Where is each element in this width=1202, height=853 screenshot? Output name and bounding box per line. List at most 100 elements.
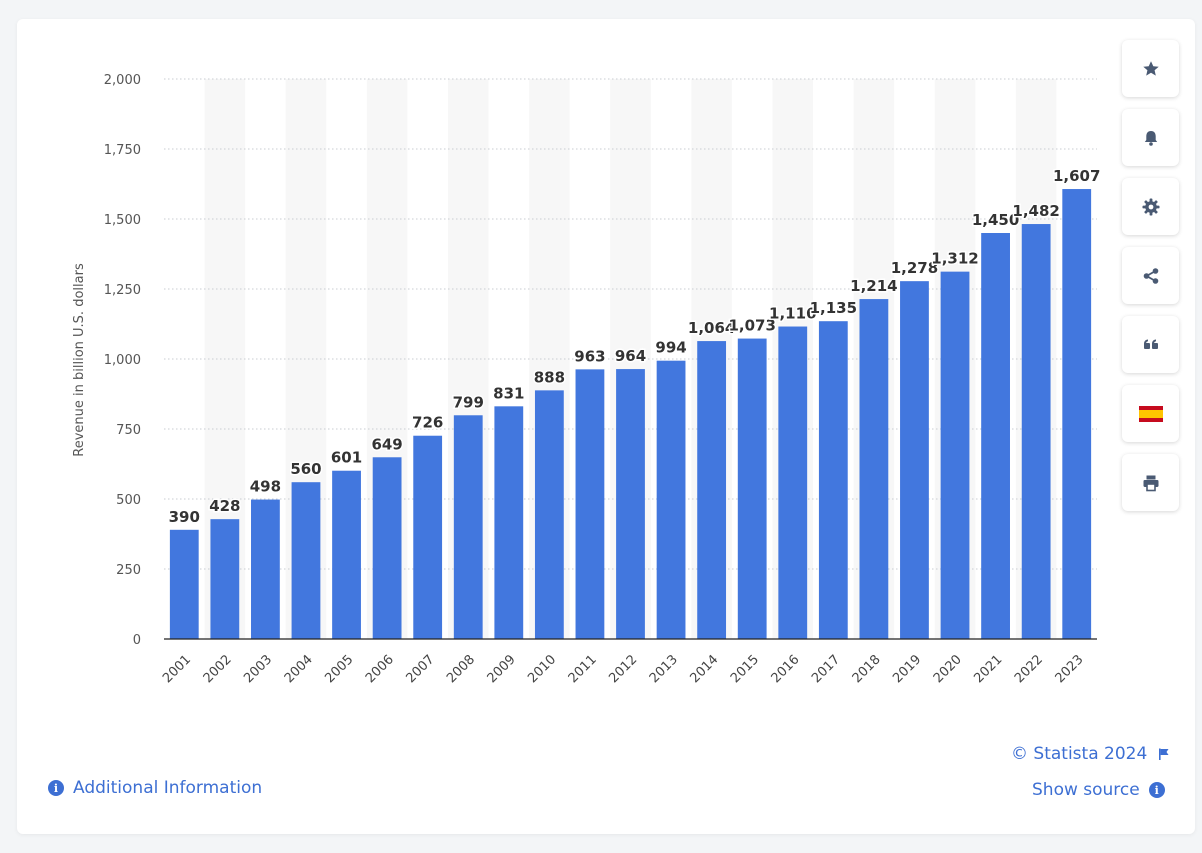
y-tick-label: 250: [116, 563, 141, 578]
bar[interactable]: [656, 360, 686, 639]
bar[interactable]: [291, 482, 321, 639]
x-tick-label: 2017: [809, 652, 843, 686]
bar[interactable]: [332, 470, 361, 639]
y-axis-label: Revenue in billion U.S. dollars: [72, 263, 87, 457]
x-tick-label: 2009: [485, 652, 519, 686]
y-tick-label: 1,250: [104, 283, 141, 298]
show-source-text: Show source: [1032, 780, 1140, 800]
x-tick-label: 2012: [606, 652, 640, 686]
print-icon: [1143, 475, 1158, 491]
x-tick-label: 2015: [728, 652, 762, 686]
y-tick-label: 1,000: [104, 353, 141, 368]
value-label: 1,214: [850, 277, 897, 295]
x-tick-label: 2014: [687, 652, 721, 686]
bar[interactable]: [900, 281, 929, 639]
y-tick-label: 1,750: [104, 143, 141, 158]
value-label: 994: [655, 339, 686, 357]
x-axis-ticks: 2001 2002 2003 2004 2005 2006 2007 2008 2009 2010…: [160, 652, 1086, 686]
value-label: 1,116: [769, 305, 816, 323]
cite-button[interactable]: [1122, 316, 1179, 373]
value-label: 390: [169, 508, 200, 526]
x-tick-label: 2002: [201, 652, 235, 686]
language-button[interactable]: [1122, 385, 1179, 442]
bar[interactable]: [210, 519, 240, 639]
x-tick-label: 2008: [444, 652, 478, 686]
bar[interactable]: [778, 326, 808, 639]
print-button[interactable]: [1122, 454, 1179, 511]
copyright-text: © Statista 2024: [1011, 744, 1148, 764]
value-label: 498: [250, 478, 281, 496]
value-label: 1,278: [891, 259, 938, 277]
bar[interactable]: [1062, 189, 1092, 640]
value-label: 560: [290, 460, 321, 478]
notification-button[interactable]: [1122, 109, 1179, 166]
x-tick-label: 2022: [1012, 652, 1046, 686]
favorite-button[interactable]: [1122, 40, 1179, 97]
value-label: 799: [453, 393, 484, 411]
value-label: 1,135: [810, 299, 857, 317]
bar[interactable]: [981, 233, 1010, 639]
x-tick-label: 2005: [322, 652, 356, 686]
bar[interactable]: [616, 369, 645, 639]
x-tick-label: 2011: [566, 652, 600, 686]
x-tick-label: 2007: [403, 652, 437, 686]
value-label: 1,607: [1053, 167, 1100, 185]
value-label: 1,064: [688, 319, 735, 337]
value-label: 963: [574, 347, 605, 365]
bell-icon: [1144, 130, 1157, 146]
bar[interactable]: [413, 435, 443, 639]
share-button[interactable]: [1122, 247, 1179, 304]
value-label: 1,073: [728, 317, 775, 335]
settings-button[interactable]: [1122, 178, 1179, 235]
value-label: 831: [493, 384, 524, 402]
share-icon: [1143, 267, 1158, 284]
x-tick-label: 2004: [282, 652, 316, 686]
x-tick-label: 2010: [525, 652, 559, 686]
bar[interactable]: [494, 406, 524, 639]
bar[interactable]: [1021, 224, 1051, 640]
x-tick-label: 2003: [241, 652, 275, 686]
bar[interactable]: [737, 338, 767, 639]
y-axis-ticks: 0 250 500 750 1,000 1,250 1,500 1,750 2,000: [104, 73, 141, 648]
additional-information-link[interactable]: i Additional Information: [48, 778, 262, 798]
flag-icon: [1159, 748, 1169, 760]
x-tick-label: 2021: [971, 652, 1005, 686]
value-label: 1,312: [931, 250, 978, 268]
star-icon: [1142, 60, 1159, 76]
value-label: 428: [209, 497, 240, 515]
bar[interactable]: [372, 457, 402, 639]
y-tick-label: 1,500: [104, 213, 141, 228]
copyright-link[interactable]: © Statista 2024: [1011, 744, 1171, 764]
value-label: 649: [371, 435, 402, 453]
bar[interactable]: [575, 369, 605, 639]
bar[interactable]: [251, 499, 280, 639]
bar[interactable]: [534, 390, 564, 639]
bar[interactable]: [859, 299, 889, 639]
show-source-link[interactable]: Show source i: [1032, 780, 1165, 800]
value-label: 1,450: [972, 211, 1019, 229]
value-label: 964: [615, 347, 646, 365]
bar[interactable]: [697, 341, 727, 639]
bars: [169, 189, 1092, 640]
value-label: 726: [412, 414, 443, 432]
x-tick-label: 2001: [160, 652, 194, 686]
bar[interactable]: [940, 271, 970, 639]
value-label: 888: [534, 368, 565, 386]
bar[interactable]: [453, 415, 483, 639]
x-tick-label: 2013: [647, 652, 681, 686]
spain-flag-icon: [1138, 405, 1163, 422]
bar[interactable]: [818, 321, 848, 639]
x-tick-label: 2018: [850, 652, 884, 686]
x-tick-label: 2016: [769, 652, 803, 686]
x-tick-label: 2023: [1053, 652, 1087, 686]
y-tick-label: 500: [116, 493, 141, 508]
value-label: 601: [331, 449, 362, 467]
y-tick-label: 2,000: [104, 73, 141, 88]
gear-icon: [1142, 198, 1159, 215]
x-tick-label: 2019: [890, 652, 924, 686]
value-label: 1,482: [1012, 202, 1059, 220]
x-tick-label: 2020: [931, 652, 965, 686]
bar[interactable]: [169, 529, 199, 639]
